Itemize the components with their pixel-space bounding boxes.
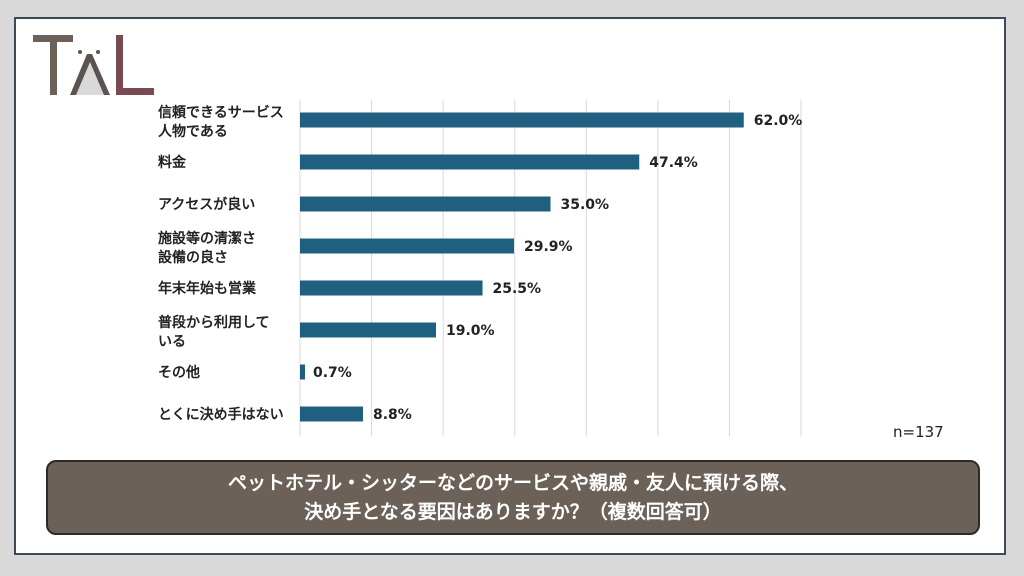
bar [300,196,551,212]
question-title: ペットホテル・シッターなどのサービスや親戚・友人に預ける際、 決め手となる要因は… [46,460,980,535]
category-label: 施設等の清潔さ [158,230,256,247]
value-label: 35.0% [561,197,610,213]
category-label: 信頼できるサービス [158,104,284,121]
category-label: 設備の良さ [158,249,228,266]
category-label: 普段から利用して [158,314,270,331]
value-label: 29.9% [524,239,573,255]
category-label: 料金 [158,154,187,171]
category-label: いる [158,334,186,350]
title-line-1: ペットホテル・シッターなどのサービスや親戚・友人に預ける際、 [227,472,798,494]
value-label: 62.0% [754,113,803,129]
sample-size: n=137 [893,423,944,441]
bar [300,406,363,422]
category-label: その他 [158,364,200,381]
category-label: 年末年始も営業 [158,280,257,297]
bar [300,154,640,170]
title-line-2: 決め手となる要因はありますか？（複数回答可） [304,501,722,523]
bar [300,280,483,296]
tal-logo [33,35,154,95]
bar [300,322,436,338]
category-label: 人物である [158,123,228,140]
category-label: とくに決め手はない [158,406,284,423]
bar [300,364,306,380]
bar [300,238,514,254]
bar [300,112,744,128]
value-label: 8.8% [373,407,412,423]
value-label: 47.4% [649,155,698,171]
value-label: 25.5% [493,281,542,297]
value-label: 19.0% [446,323,495,339]
value-label: 0.7% [313,365,352,381]
category-label: アクセスが良い [158,196,255,213]
